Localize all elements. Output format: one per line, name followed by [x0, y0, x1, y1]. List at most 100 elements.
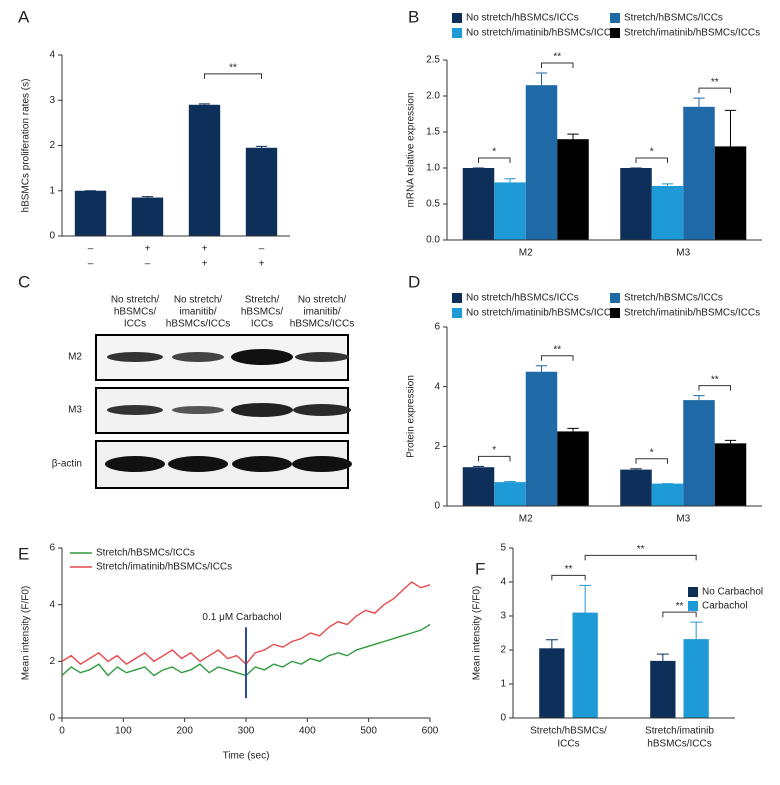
legend-swatch: [452, 28, 462, 38]
bar: [683, 639, 709, 718]
legend-label: No stretch/imatinib/hBSMCs/ICCs: [466, 28, 616, 39]
band: [292, 456, 352, 472]
error-bar: [690, 621, 703, 640]
x-tick-label: Stretch/imatinib: [645, 726, 714, 737]
x-tick-label: 200: [176, 726, 193, 737]
error-bar: [504, 481, 516, 483]
significance-label: **: [711, 77, 719, 88]
x-tick-label: 400: [299, 726, 316, 737]
x-tick-label: 0: [59, 726, 65, 737]
panel-label: D: [408, 272, 420, 291]
significance-bracket: [551, 574, 586, 581]
y-tick-label: 0: [500, 713, 506, 724]
legend-swatch: [688, 587, 698, 597]
error-bar: [504, 178, 516, 183]
significance-bracket: [635, 458, 668, 464]
y-tick-label: 4: [500, 577, 506, 588]
error-bar: [661, 183, 674, 186]
significance-label: **: [676, 601, 684, 612]
x-tick-label: M3: [676, 514, 690, 525]
bar: [572, 612, 598, 718]
x-tick-label: 100: [115, 726, 132, 737]
bar: [650, 660, 676, 718]
y-tick-label: 2.0: [426, 91, 440, 102]
blot-column-label: ICCs: [251, 319, 273, 330]
y-tick-label: 1: [49, 185, 55, 196]
band: [231, 403, 293, 417]
blot-column-label: No stretch/: [174, 295, 223, 306]
panel-label: A: [18, 7, 30, 26]
x-row-label: –: [88, 259, 94, 270]
panel-label: F: [475, 559, 485, 578]
y-axis-label: Protein expression: [406, 375, 417, 458]
legend-label: Stretch/imatinib/hBSMCs/ICCs: [624, 308, 760, 319]
bar: [131, 197, 164, 236]
legend-label: Stretch/hBSMCs/ICCs: [624, 293, 723, 304]
y-tick-label: 2: [49, 140, 55, 151]
x-tick-label: M3: [676, 248, 690, 259]
y-tick-label: 6: [49, 543, 55, 554]
x-tick-label: hBSMCs/ICCs: [647, 739, 711, 750]
error-bar: [579, 584, 592, 613]
band: [295, 352, 349, 362]
bar: [683, 106, 715, 240]
bar: [651, 483, 684, 506]
error-bar: [255, 145, 268, 148]
band: [107, 405, 163, 415]
band: [168, 456, 228, 472]
y-tick-label: 0.5: [426, 199, 440, 210]
bar: [462, 467, 495, 506]
marker-label: 0.1 μM Carbachol: [202, 612, 281, 623]
significance-bracket: [478, 455, 511, 462]
blot-row-label: β-actin: [52, 459, 82, 470]
legend-label: Stretch/hBSMCs/ICCs: [96, 548, 195, 559]
significance-label: **: [553, 344, 561, 355]
y-tick-label: 0: [49, 713, 55, 724]
band: [105, 456, 165, 472]
x-tick-label: 600: [422, 726, 439, 737]
x-row-label: +: [259, 259, 265, 270]
y-tick-label: 2.5: [426, 55, 440, 66]
error-bar: [630, 468, 642, 470]
bar: [683, 400, 715, 506]
legend-label: No Carbachol: [702, 587, 763, 598]
bar: [620, 168, 652, 240]
y-tick-label: 2: [434, 441, 440, 452]
y-tick-label: 2: [49, 656, 55, 667]
legend-label: Stretch/hBSMCs/ICCs: [624, 13, 723, 24]
error-bar: [567, 133, 579, 140]
bar: [462, 168, 495, 240]
significance-label: *: [650, 447, 654, 458]
error-bar: [656, 653, 669, 661]
western-blot: [95, 334, 352, 489]
y-tick-label: 1.5: [426, 127, 440, 138]
legend-swatch: [610, 293, 620, 303]
y-axis-label: hBSMCs proliferation rates (s): [21, 79, 32, 213]
significance-bracket: [662, 611, 697, 618]
y-tick-label: 6: [434, 322, 440, 333]
error-bar: [535, 72, 548, 86]
error-bar: [724, 109, 737, 147]
significance-label: **: [637, 544, 645, 555]
y-tick-label: 2: [500, 645, 506, 656]
y-tick-label: 1: [500, 679, 506, 690]
significance-bracket: [698, 385, 731, 391]
y-axis-label: mRNA relative expression: [406, 92, 417, 207]
band: [231, 349, 293, 365]
x-tick-label: Stretch/hBSMCs/: [530, 726, 607, 737]
legend-swatch: [452, 308, 462, 318]
significance-label: **: [565, 564, 573, 575]
band: [107, 352, 163, 362]
legend-swatch: [452, 293, 462, 303]
band: [172, 406, 224, 414]
error-bar: [198, 103, 211, 105]
significance-label: **: [711, 374, 719, 385]
error-bar: [535, 365, 548, 372]
y-tick-label: 4: [49, 599, 55, 610]
bar: [188, 104, 221, 237]
bar: [539, 648, 565, 718]
band: [172, 352, 224, 362]
significance-bracket: [584, 554, 697, 561]
x-tick-label: 300: [238, 726, 255, 737]
y-tick-label: 5: [500, 543, 506, 554]
